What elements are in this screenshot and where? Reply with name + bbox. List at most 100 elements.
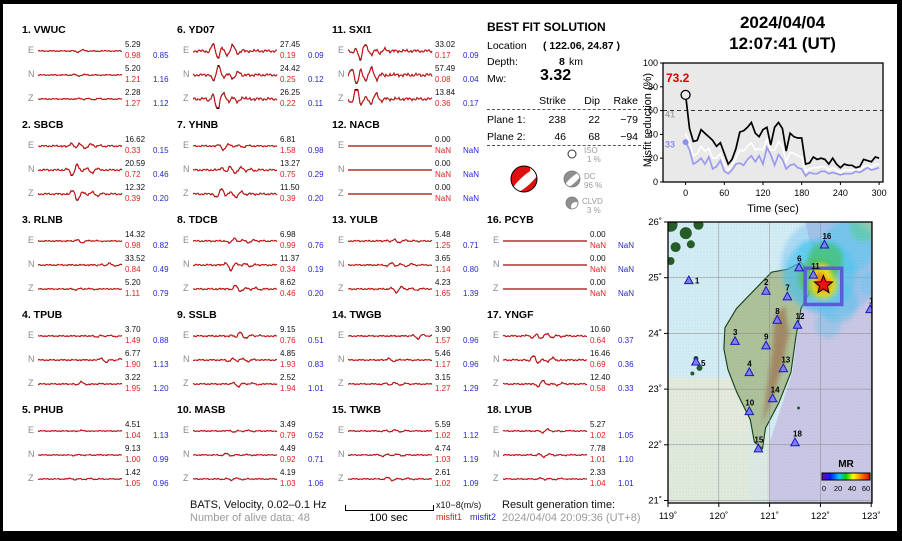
waveform-plot <box>193 452 278 457</box>
station-number-label: 10 <box>745 398 754 407</box>
channel-label: E <box>183 425 190 435</box>
table-divider-bottom <box>487 145 641 146</box>
station-triangle-icon <box>730 335 741 345</box>
mw-label: Mw: <box>487 73 507 85</box>
station-header: 4. TPUB <box>22 309 63 321</box>
station-number-label: 1 <box>695 276 700 285</box>
amplitude-value: 3.15 <box>435 373 451 382</box>
channel-row: E 0.00 NaN NaN <box>487 230 639 252</box>
channel-label: Z <box>28 378 34 388</box>
waveform-plot <box>348 429 433 433</box>
channel-label: N <box>338 69 345 79</box>
y-tick-label: 60 <box>648 106 658 116</box>
waveform-plot <box>193 261 278 272</box>
waveform-plot <box>348 261 433 268</box>
station-triangle-icon <box>761 340 772 350</box>
station-triangle-icon <box>794 262 805 272</box>
y-tick-label: 80 <box>648 82 658 92</box>
channel-row: Z 2.61 1.02 1.09 <box>332 468 484 490</box>
misfit1-value: 0.36 <box>435 99 451 108</box>
amplitude-value: 11.50 <box>280 183 300 192</box>
amplitude-value: 2.28 <box>125 88 141 97</box>
channel-label: E <box>28 140 35 150</box>
misfit2-value: 0.20 <box>308 289 324 298</box>
station-triangle-icon <box>761 285 772 295</box>
amplitude-value: 12.32 <box>125 183 146 192</box>
time-scale-bar <box>345 505 434 511</box>
channel-row: N 7.78 1.01 1.10 <box>487 444 639 466</box>
amplitude-value: 3.70 <box>125 325 141 334</box>
amplitude-value: 13.84 <box>435 88 456 97</box>
lat-tick-label: 21˚ <box>648 496 662 507</box>
waveform-plot <box>503 379 588 388</box>
strike-header: Strike <box>539 95 566 107</box>
misfit1-value: NaN <box>590 241 607 250</box>
dip-header: Dip <box>584 95 600 107</box>
channel-label: Z <box>183 378 189 388</box>
station-triangle-icon <box>744 366 755 377</box>
misfit1-value: 1.57 <box>435 336 451 345</box>
start-marker-blue-dot <box>682 139 689 146</box>
misfit2-value: 1.39 <box>463 289 479 298</box>
channel-row: E 6.98 0.99 0.76 <box>177 230 329 252</box>
waveform-plot <box>38 190 123 202</box>
amplitude-value: 6.81 <box>280 135 296 144</box>
misfit2-value: 0.36 <box>618 360 634 369</box>
colorbar-tick: 0 <box>822 484 826 493</box>
amplitude-value: 0.00 <box>590 230 606 239</box>
waveform-plot <box>348 285 433 294</box>
channel-label: Z <box>338 378 344 388</box>
misfit2-legend: misfit2 <box>470 512 497 522</box>
y-tick-label: 40 <box>648 129 658 139</box>
waveform-plot <box>348 89 433 107</box>
channel-label: N <box>28 259 35 269</box>
waveform-plot <box>193 237 278 245</box>
waveform-plot <box>503 427 588 434</box>
station-number-label: 17 <box>869 296 878 305</box>
station-triangle-icon <box>690 356 701 366</box>
channel-row: N 0.00 NaN NaN <box>487 254 639 276</box>
channel-label: Z <box>183 473 189 483</box>
amplitude-value: 5.20 <box>125 64 141 73</box>
station-header: 6. YD07 <box>177 24 215 36</box>
misfit2-value: NaN <box>463 146 480 155</box>
waveform-plot <box>193 43 278 59</box>
waveform-plot <box>503 288 587 290</box>
station-header: 8. TDCB <box>177 214 218 226</box>
amplitude-value: 0.00 <box>435 183 451 192</box>
misfit2-value: 1.06 <box>308 479 324 488</box>
amplitude-value: 1.42 <box>125 468 141 477</box>
station-header: 11. SXI1 <box>332 24 372 36</box>
misfit1-value: 1.04 <box>125 431 141 440</box>
waveform-plot <box>348 333 433 341</box>
channel-row: N 5.20 1.21 1.16 <box>22 64 174 86</box>
waveform-plot <box>193 65 278 82</box>
station-number-label: 6 <box>797 255 802 264</box>
waveform-plot <box>503 355 588 365</box>
x-tick-label: 60 <box>719 188 729 198</box>
channel-label: N <box>493 354 500 364</box>
channel-label: E <box>183 330 190 340</box>
misfit1-value: 1.65 <box>435 289 451 298</box>
station-header: 14. TWGB <box>332 309 382 321</box>
channel-row: N 33.52 0.84 0.49 <box>22 254 174 276</box>
waveform-plot <box>193 331 278 340</box>
channel-row: E 3.70 1.49 0.88 <box>22 325 174 347</box>
channel-row: Z 11.50 0.39 0.20 <box>177 183 329 205</box>
clvd-pct: 3 % <box>587 206 601 215</box>
channel-label: Z <box>338 93 344 103</box>
station-header: 3. RLNB <box>22 214 63 226</box>
channel-row: N 6.77 1.90 1.13 <box>22 349 174 371</box>
beachball-icon <box>510 165 538 193</box>
amplitude-value: 5.48 <box>435 230 451 239</box>
plane2-label: Plane 2: <box>487 131 526 143</box>
misfit2-value: 0.80 <box>463 265 479 274</box>
amplitude-value: 2.61 <box>435 468 451 477</box>
misfit2-value: 0.37 <box>618 336 634 345</box>
misfit1-value: 1.49 <box>125 336 141 345</box>
waveform-plot <box>503 452 588 459</box>
channel-row: E 6.81 1.58 0.98 <box>177 135 329 157</box>
amplitude-value: 0.00 <box>435 135 451 144</box>
amplitude-value: 24.42 <box>280 64 301 73</box>
